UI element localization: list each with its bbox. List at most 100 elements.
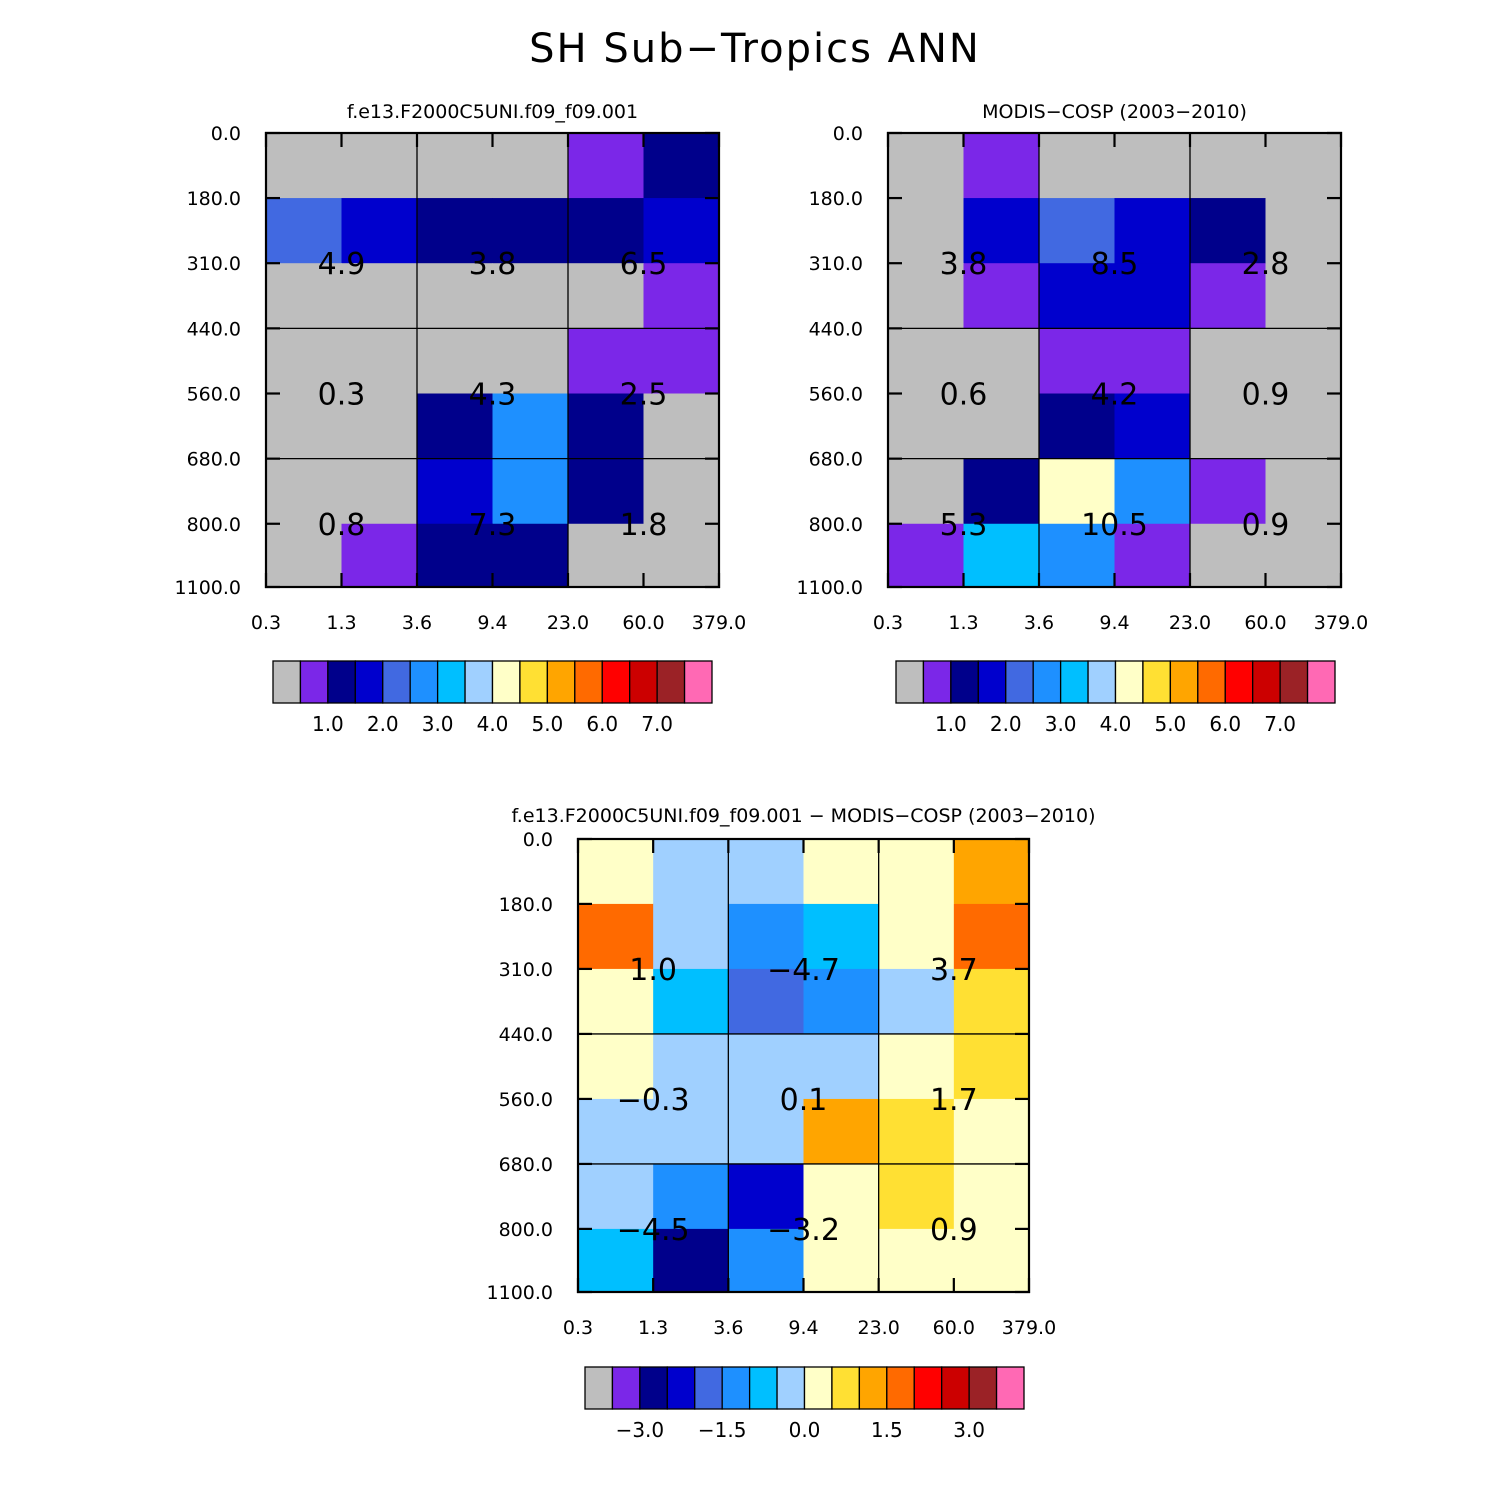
heatmap-cell [878,1098,955,1165]
heatmap-cell [266,328,342,395]
heatmap-cell [803,839,880,905]
heatmap-cell [341,523,418,588]
colorbar-swatch [803,1366,833,1410]
colorbar-swatch [1279,660,1309,704]
colorbar-swatch [409,660,439,704]
region-value-label: −0.3 [617,1083,690,1118]
heatmap-cell [728,1163,804,1230]
y-tick-label: 1100.0 [175,577,241,599]
y-tick-label: 0.0 [211,123,241,145]
heatmap-cell [417,458,493,525]
region-value-label: 4.3 [469,378,517,413]
heatmap-cell [1265,328,1342,395]
heatmap-cell [568,523,644,588]
heatmap-cell [653,903,729,970]
y-tick-label: 800.0 [809,514,863,536]
heatmap-cell [492,458,569,525]
panel-title: f.e13.F2000C5UNI.f09_f09.001 − MODIS−COS… [512,805,1096,827]
colorbar-swatch [464,660,494,704]
y-tick-label: 440.0 [187,318,241,340]
colorbar-label: 0.0 [789,1418,821,1442]
y-tick-label: 800.0 [187,514,241,536]
heatmap-cell [643,198,720,264]
region-value-label: 10.5 [1081,508,1148,543]
heatmap-cell [888,393,964,460]
colorbar-swatch [639,1366,668,1410]
heatmap-cell [266,393,342,460]
panel-title: f.e13.F2000C5UNI.f09_f09.001 [347,101,638,123]
y-tick-label: 310.0 [187,253,241,275]
heatmap-cell [963,133,1040,199]
heatmap-cell [963,263,1040,329]
heatmap-cell [963,198,1040,264]
colorbar-swatch [977,660,1007,704]
x-tick-label: 379.0 [692,612,746,634]
heatmap-cell [963,458,1040,525]
heatmap-cell [888,523,964,588]
heatmap-cell [953,1098,1030,1165]
colorbar-label: 5.0 [531,712,563,736]
panel-title: MODIS−COSP (2003−2010) [982,101,1247,123]
region-value-label: 8.5 [1091,247,1139,282]
x-tick-label: 379.0 [1314,612,1368,634]
heatmap-cell [1190,393,1266,460]
y-tick-label: 680.0 [809,449,863,471]
heatmap-cell [341,263,418,329]
heatmap-cell [266,458,342,525]
heatmap-cell [653,1098,729,1165]
heatmap-cell [578,1228,654,1293]
heatmap-cell [643,458,720,525]
heatmap-cell [1265,263,1342,329]
region-value-label: 0.9 [930,1213,978,1248]
x-tick-label: 1.3 [948,612,978,634]
region-value-label: 1.7 [930,1083,978,1118]
panel-modis-cosp: MODIS−COSP (2003−2010) 3.8 8.5 2.8 0.6 4.2 0.9… [797,101,1369,736]
colorbar-label: 3.0 [422,712,454,736]
colorbar-label: 4.0 [1100,712,1132,736]
heatmap-cell [417,523,493,588]
x-tick-label: 9.4 [1099,612,1129,634]
heatmap-cell [953,839,1030,905]
heatmap-cell [878,1163,955,1230]
colorbar-swatch [272,660,302,704]
colorbar-swatch [666,1366,696,1410]
colorbar-label: 1.0 [312,712,344,736]
colorbar-label: 4.0 [477,712,509,736]
heatmap-cell [803,1098,880,1165]
figure-title: SH Sub−Tropics ANN [529,26,981,72]
colorbar-swatch [1087,660,1117,704]
colorbar-swatch [694,1366,723,1410]
heatmap-cell [341,133,418,199]
y-tick-label: 310.0 [809,253,863,275]
heatmap-cell [728,1033,804,1100]
colorbar-swatch [436,660,466,704]
colorbar-swatch [1306,660,1336,704]
y-tick-label: 440.0 [809,318,863,340]
heatmap-cell [1039,133,1115,199]
colorbar-swatch [968,1366,998,1410]
heatmap-cell [578,1033,654,1100]
region-value-label: 3.7 [930,953,978,988]
colorbar-label: 1.0 [935,712,967,736]
colorbar-swatch [382,660,411,704]
heatmap-cell [643,393,720,460]
colorbar-swatch [1252,660,1281,704]
colorbar-swatch [629,660,658,704]
colorbar-swatch [491,660,521,704]
x-tick-label: 23.0 [1169,612,1211,634]
heatmap-cell [1265,198,1342,264]
heatmap-cell [878,1228,955,1293]
region-value-label: 0.6 [940,378,988,413]
heatmap-cell [266,263,342,329]
heatmap-cell [578,1098,654,1165]
heatmap-cell [963,328,1040,395]
heatmap-cell [643,523,720,588]
heatmap-cell [1114,328,1191,395]
colorbar-swatch [1169,660,1199,704]
x-tick-label: 1.3 [326,612,356,634]
heatmap-cell [1039,198,1115,264]
region-value-label: 0.9 [1242,378,1290,413]
region-value-label: 0.9 [1242,508,1290,543]
heatmap-cell [492,523,569,588]
